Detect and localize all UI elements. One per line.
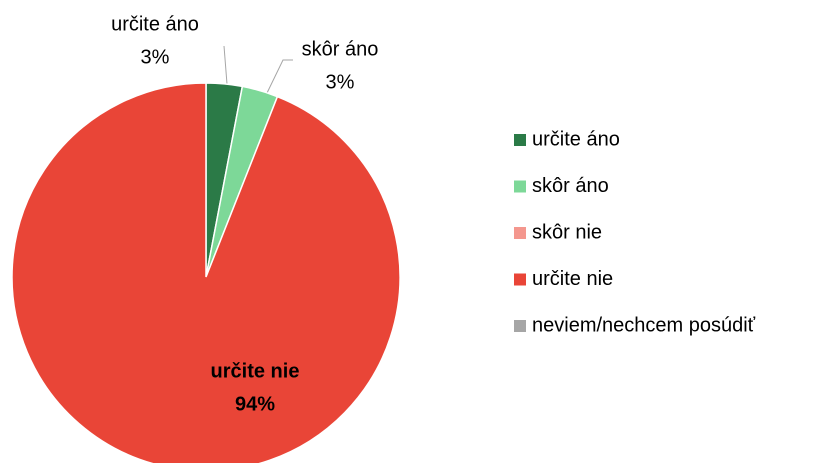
data-label-name: určite áno — [111, 13, 199, 35]
legend-label: skôr nie — [532, 221, 602, 243]
legend-swatch — [514, 134, 526, 146]
leader-line — [223, 45, 228, 85]
legend-swatch — [514, 180, 526, 193]
data-label: 94% — [235, 393, 275, 415]
legend-label: skôr áno — [532, 175, 609, 197]
legend-label: určite áno — [532, 128, 620, 150]
legend-label: určite nie — [532, 268, 613, 290]
leader-line — [266, 59, 293, 94]
legend-swatch — [514, 273, 526, 286]
pie-slice — [11, 82, 401, 463]
data-label-name: určite nie — [211, 360, 300, 382]
data-label: 3% — [141, 46, 170, 68]
legend-swatch — [514, 227, 526, 239]
legend-label: neviem/nechcem posúdiť — [532, 314, 756, 336]
data-label-name: skôr áno — [302, 38, 379, 60]
legend-swatch — [514, 320, 526, 332]
data-label: 3% — [326, 71, 355, 93]
